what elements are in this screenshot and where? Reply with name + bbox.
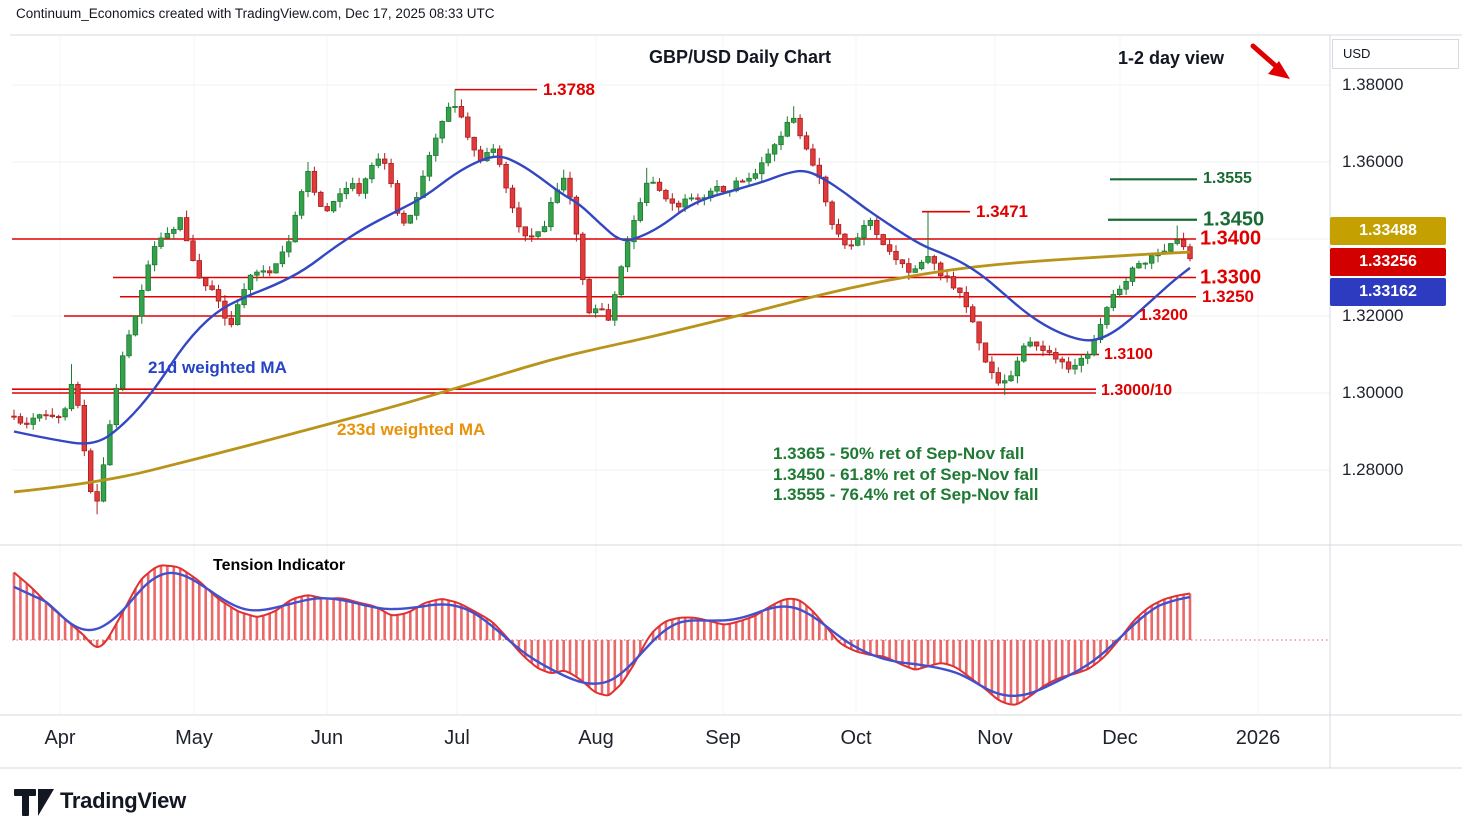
- grid-lines: [12, 36, 1330, 714]
- price-badge-2: 1.33256: [1330, 248, 1446, 276]
- ma233-line: [13, 250, 1191, 494]
- y-axis-tick-130000: 1.30000: [1342, 383, 1404, 402]
- candlesticks: [11, 89, 1193, 515]
- y-axis-tick-138000: 1.38000: [1342, 75, 1404, 94]
- down-right-arrow-icon: [1250, 43, 1290, 79]
- x-axis-label-2026: 2026: [1235, 727, 1281, 749]
- price-axis-currency-button[interactable]: USD: [1332, 39, 1459, 69]
- x-axis-label-jul: Jul: [444, 727, 470, 749]
- price-axis[interactable]: 1.380001.360001.340001.320001.300001.280…: [1330, 35, 1474, 768]
- price-badge-1: 1.33488: [1330, 217, 1446, 245]
- support-resistance-lines: [12, 88, 1197, 394]
- tension-indicator: [12, 564, 1330, 706]
- x-axis-label-dec: Dec: [1102, 727, 1138, 749]
- x-axis-label-apr: Apr: [44, 727, 76, 749]
- x-axis-label-may: May: [175, 727, 213, 749]
- price-badge-3: 1.33162: [1330, 278, 1446, 306]
- attribution-text: Continuum_Economics created with Trading…: [16, 6, 495, 21]
- x-axis-label-oct: Oct: [840, 727, 872, 749]
- x-axis-label-nov: Nov: [977, 727, 1013, 749]
- y-axis-tick-132000: 1.32000: [1342, 306, 1404, 325]
- x-axis-label-jun: Jun: [310, 727, 344, 749]
- tradingview-logo-mark: [14, 789, 54, 816]
- x-axis-label-aug: Aug: [578, 727, 614, 749]
- y-axis-tick-136000: 1.36000: [1342, 152, 1404, 171]
- x-axis-label-sep: Sep: [705, 727, 741, 749]
- tradingview-logo[interactable]: TradingView: [60, 788, 186, 814]
- moving-average-lines: [13, 155, 1191, 494]
- pane-borders: [0, 34, 1462, 769]
- ma21-line: [13, 155, 1191, 445]
- tradingview-logo-text: TradingView: [60, 788, 186, 813]
- time-axis[interactable]: Apr May Jun Jul Aug Sep Oct Nov Dec 2026: [0, 715, 1330, 767]
- y-axis-tick-128000: 1.28000: [1342, 460, 1404, 479]
